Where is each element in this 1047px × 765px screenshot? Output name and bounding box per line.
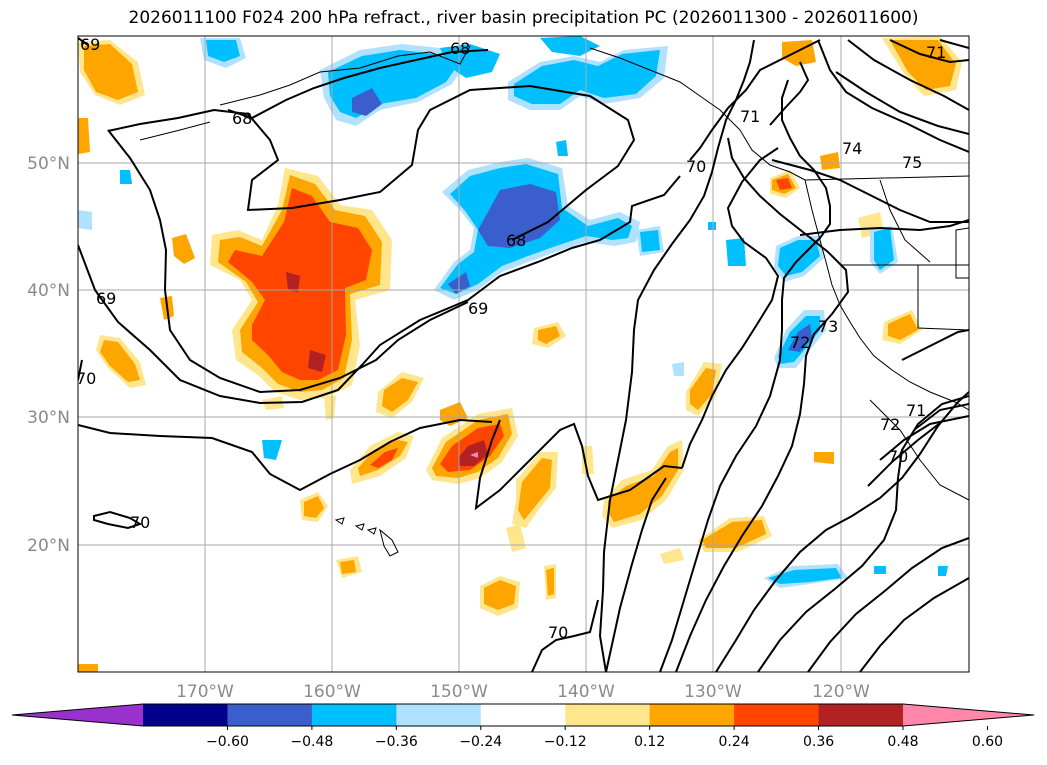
colorbar-segment xyxy=(311,704,397,726)
latitude-labels: 50°N 40°N 30°N 20°N xyxy=(27,154,70,556)
colorbar-tick-label: 0.12 xyxy=(634,734,665,750)
colorbar-extend-high xyxy=(903,704,1034,726)
contour-label: 71 xyxy=(926,43,946,62)
lat-label: 30°N xyxy=(27,408,70,428)
contour-label: 68 xyxy=(450,39,470,58)
colorbar-tick-label: −0.12 xyxy=(544,734,587,750)
contour-label: 70 xyxy=(130,513,150,532)
contour-label: 70 xyxy=(686,157,706,176)
contour-label: 72 xyxy=(790,333,810,352)
colorbar-extend-low xyxy=(12,704,143,726)
contour-label: 70 xyxy=(888,447,908,466)
precip-positive-shading xyxy=(78,36,962,672)
refractivity-contours xyxy=(78,37,969,672)
contour-label: 69 xyxy=(80,35,100,54)
lon-label: 150°W xyxy=(430,682,488,702)
colorbar-segment xyxy=(649,704,735,726)
colorbar-segment xyxy=(734,704,820,726)
lon-label: 120°W xyxy=(812,682,870,702)
colorbar-tick-label: 0.24 xyxy=(719,734,750,750)
contour-label: 69 xyxy=(468,299,488,318)
lon-label: 160°W xyxy=(303,682,361,702)
contour-label: 70 xyxy=(548,623,568,642)
lat-label: 20°N xyxy=(27,536,70,556)
colorbar-tick-label: −0.36 xyxy=(375,734,418,750)
lat-label: 50°N xyxy=(27,154,70,174)
graticule xyxy=(78,36,969,672)
colorbar-segment xyxy=(480,704,566,726)
colorbar-outline xyxy=(11,703,1035,727)
contour-label: 71 xyxy=(740,107,760,126)
colorbar-tick-label: 0.36 xyxy=(803,734,834,750)
colorbar-segment xyxy=(565,704,651,726)
chart-title: 2026011100 F024 200 hPa refract., river … xyxy=(128,8,919,28)
lon-label: 140°W xyxy=(557,682,615,702)
contour-label: 74 xyxy=(842,139,862,158)
lat-label: 40°N xyxy=(27,281,70,301)
colorbar-tick-label: −0.60 xyxy=(206,734,249,750)
colorbar: −0.60 −0.48 −0.36 −0.24 −0.12 0.12 0.24 0.36 0.4… xyxy=(11,703,1035,750)
colorbar-tick-label: 0.60 xyxy=(972,734,1003,750)
lon-label: 130°W xyxy=(684,682,742,702)
contour-label: 70 xyxy=(76,369,96,388)
contour-label: 75 xyxy=(902,153,922,172)
colorbar-segment xyxy=(818,704,904,726)
colorbar-segment xyxy=(227,704,313,726)
contour-label: 73 xyxy=(818,317,838,336)
contour-label: 69 xyxy=(96,289,116,308)
colorbar-segment xyxy=(396,704,482,726)
contour-label: 68 xyxy=(232,109,252,128)
colorbar-tick-label: −0.24 xyxy=(459,734,502,750)
lon-label: 170°W xyxy=(176,682,234,702)
contour-labels: 69 68 68 68 69 69 70 70 70 71 74 75 72 7… xyxy=(76,35,946,642)
plot-frame xyxy=(77,35,970,673)
contour-label: 71 xyxy=(906,401,926,420)
contour-label: 68 xyxy=(506,231,526,250)
coastlines xyxy=(139,45,969,557)
colorbar-tick-label: −0.48 xyxy=(290,734,333,750)
contour-label: 72 xyxy=(880,415,900,434)
longitude-labels: 170°W 160°W 150°W 140°W 130°W 120°W xyxy=(176,682,870,702)
colorbar-segment xyxy=(143,704,228,726)
colorbar-tick-label: 0.48 xyxy=(887,734,918,750)
